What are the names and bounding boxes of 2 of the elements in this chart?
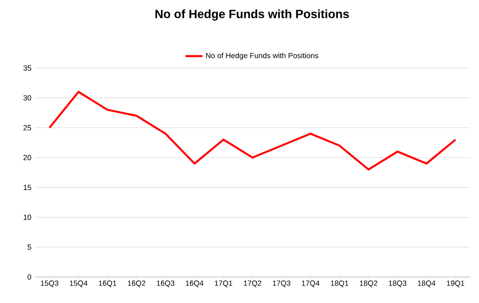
line-series: [48, 90, 456, 171]
chart-title: No of Hedge Funds with Positions: [155, 9, 349, 21]
